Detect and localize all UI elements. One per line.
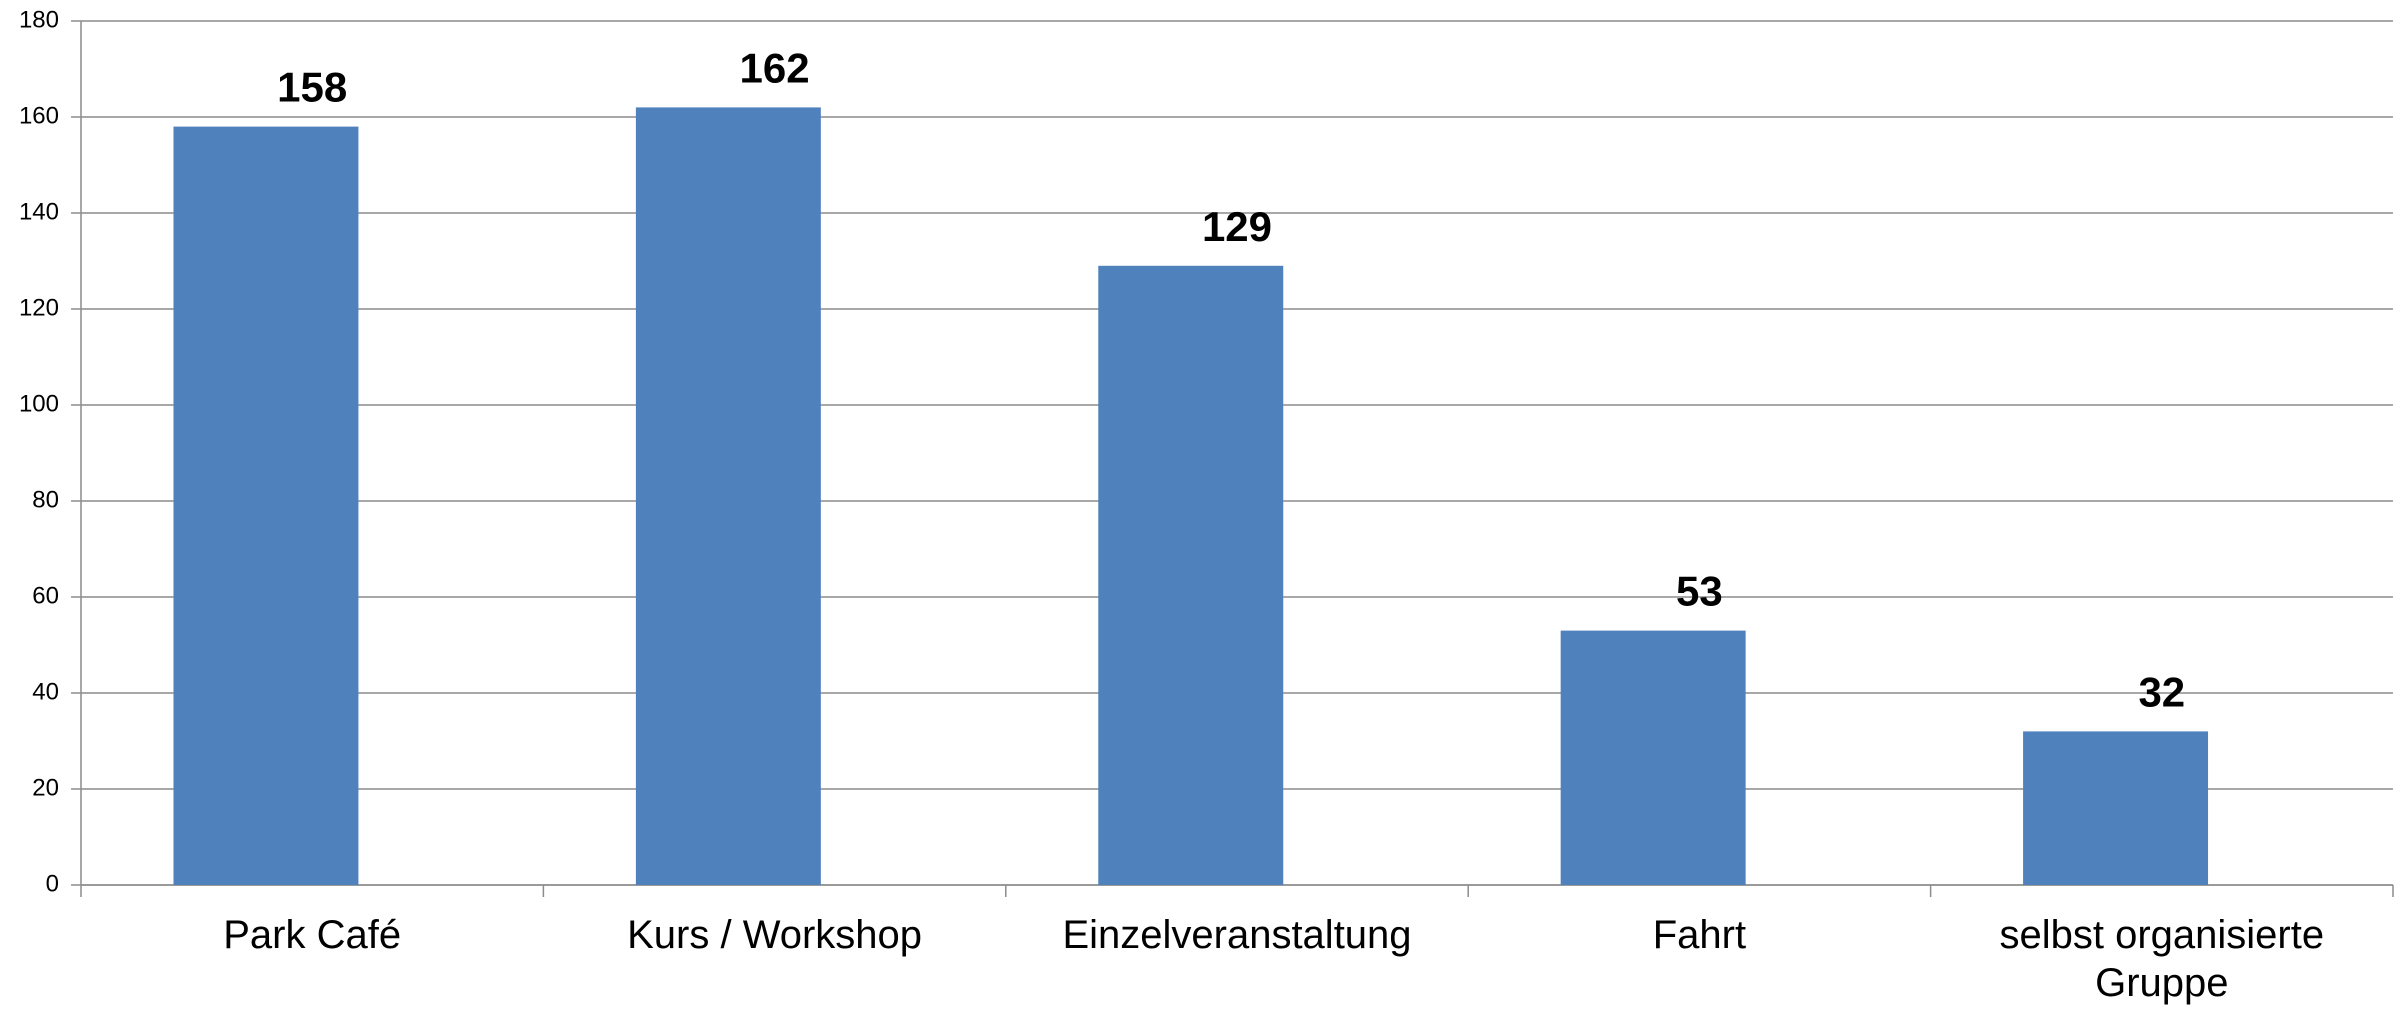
value-label: 162: [740, 44, 810, 91]
x-tick-label: Fahrt: [1652, 913, 1747, 957]
y-tick-label: 100: [19, 390, 59, 417]
y-tick-label: 80: [32, 486, 59, 513]
value-label: 158: [277, 64, 347, 111]
bar: [173, 126, 359, 886]
y-tick-label: 40: [32, 678, 59, 705]
y-tick-label: 20: [32, 774, 59, 801]
x-tick-label: Park Café: [223, 913, 402, 957]
value-label: 32: [2138, 668, 2185, 715]
value-label: 53: [1676, 568, 1723, 615]
value-label: 129: [1202, 203, 1272, 250]
bar: [635, 107, 821, 885]
x-tick-label: Kurs / Workshop: [627, 913, 923, 957]
y-tick-label: 160: [19, 102, 59, 129]
y-tick-label: 120: [19, 294, 59, 321]
y-tick-label: 60: [32, 582, 59, 609]
y-tick-label: 0: [46, 870, 59, 897]
bar: [1098, 265, 1284, 885]
bar: [2023, 731, 2209, 885]
x-tick-label: Einzelveranstaltung: [1062, 913, 1412, 957]
y-tick-label: 180: [19, 6, 59, 33]
bar: [1560, 630, 1746, 885]
x-tick-label: selbst organisierte Gruppe: [1999, 913, 2325, 1005]
y-tick-label: 140: [19, 198, 59, 225]
